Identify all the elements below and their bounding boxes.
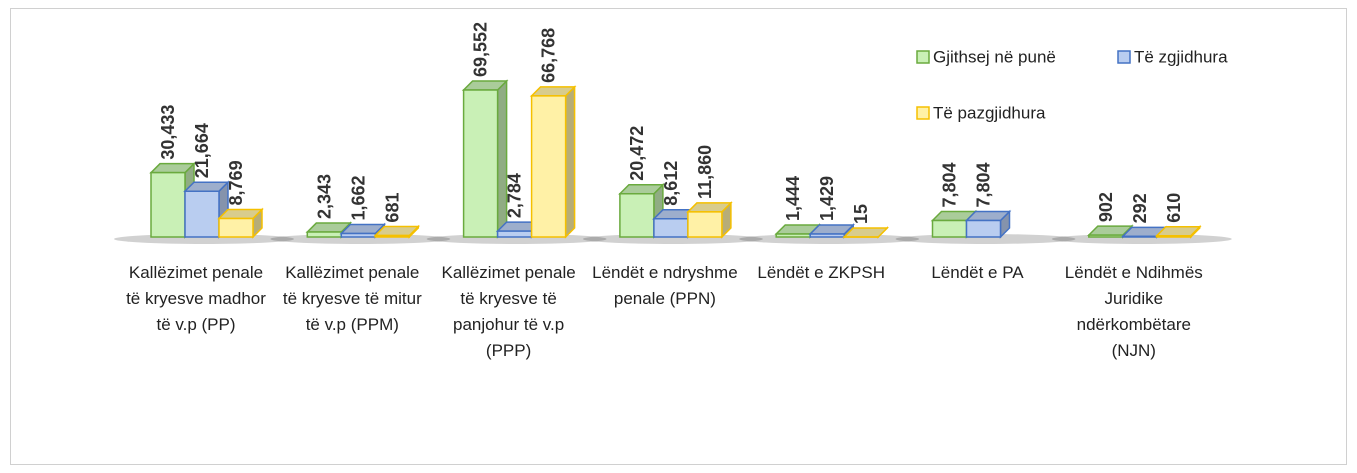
legend-label: Të zgjidhura [1134, 47, 1228, 66]
bar-front [931, 219, 968, 238]
data-label: 11,860 [695, 145, 715, 199]
data-label: 1,429 [817, 176, 837, 221]
bar [842, 226, 890, 239]
data-label: 2,343 [314, 174, 334, 219]
data-label: 8,769 [226, 160, 246, 205]
data-label: 610 [1164, 193, 1184, 223]
bar-front [619, 192, 655, 238]
data-label: 69,552 [471, 22, 491, 77]
bar-front [496, 230, 533, 238]
bar-front [1156, 234, 1192, 238]
bar-front [340, 232, 377, 238]
bar-front [306, 231, 343, 238]
bar-front [1122, 235, 1158, 238]
data-label: 7,804 [974, 162, 994, 207]
data-label: 66,768 [539, 28, 559, 83]
data-label: 7,804 [940, 162, 960, 207]
bar-front [462, 89, 499, 238]
bar-side [564, 85, 576, 239]
bar [1120, 225, 1168, 239]
x-tick-label: Lëndët e PA [931, 263, 1024, 282]
bar-front [965, 219, 1002, 238]
bar [1154, 224, 1202, 239]
data-label: 902 [1096, 192, 1116, 222]
data-label: 8,612 [661, 161, 681, 206]
legend-label: Të pazgjidhura [933, 103, 1046, 122]
bar [964, 209, 1012, 239]
bar-front [1088, 234, 1124, 238]
bar [217, 207, 264, 239]
x-tick-label: Lëndët e ZKPSH [757, 263, 885, 282]
bar [686, 201, 733, 239]
bar [461, 79, 509, 239]
legend-swatch [1117, 50, 1131, 64]
legend-label: Gjithsej në punë [933, 47, 1056, 66]
bar-front [218, 217, 254, 238]
bar-front [653, 218, 689, 238]
bar-front [530, 95, 567, 238]
legend-swatch [916, 106, 930, 120]
bar-front [775, 233, 811, 238]
x-tick-label: Lëndët e Ndihmës Juridike ndërkombëtare … [1064, 263, 1203, 360]
bar-front [687, 211, 723, 238]
data-label: 30,433 [158, 105, 178, 160]
data-label: 1,444 [783, 176, 803, 221]
bar-front [374, 234, 411, 238]
data-label: 20,472 [627, 126, 647, 181]
x-tick-label: Kallëzimet penale të kryesve madhor të v… [126, 263, 266, 334]
data-label: 2,784 [505, 173, 525, 218]
x-tick-label: Kallëzimet penale të kryesve të panjohur… [441, 263, 576, 360]
bar [373, 224, 421, 239]
bar-front [184, 190, 220, 238]
x-tick-label: Lëndët e ndryshme penale (PPN) [592, 263, 738, 308]
bar-front [809, 233, 845, 238]
data-label: 21,664 [192, 123, 212, 178]
bar-front [150, 171, 186, 238]
data-label: 1,662 [348, 175, 368, 220]
legend-swatch [916, 50, 930, 64]
bar [183, 180, 230, 239]
data-label: 15 [851, 204, 871, 224]
data-label: 681 [382, 193, 402, 223]
bar [149, 161, 196, 239]
data-label: 292 [1130, 193, 1150, 223]
bar [529, 85, 577, 239]
x-tick-label: Kallëzimet penale të kryesve të mitur të… [282, 263, 422, 334]
